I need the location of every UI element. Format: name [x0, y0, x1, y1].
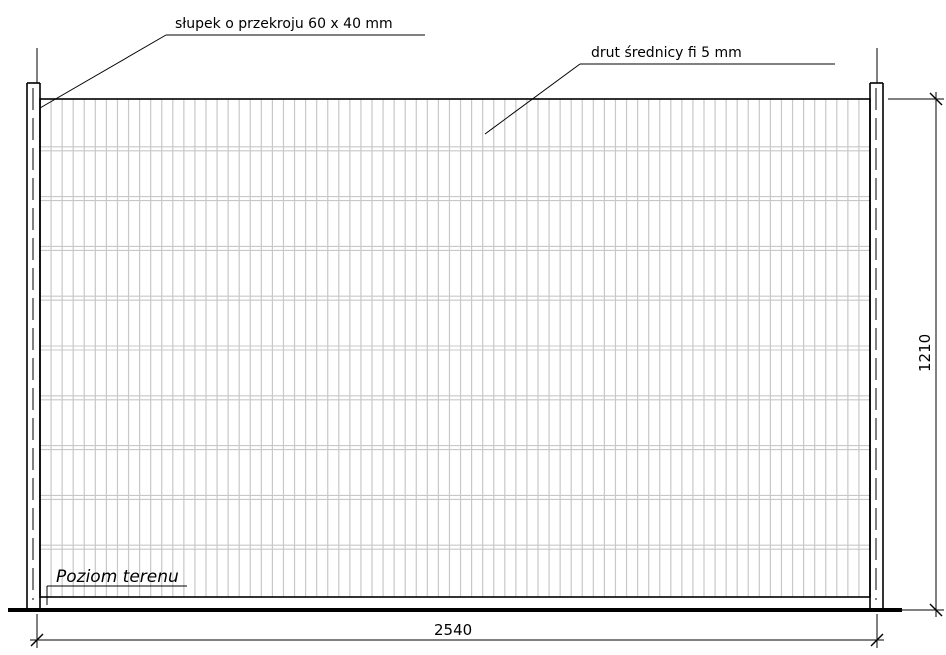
- post-label: słupek o przekroju 60 x 40 mm: [175, 16, 393, 32]
- height-dimension: 1210: [888, 92, 944, 617]
- width-dimension: 2540: [30, 614, 884, 648]
- wire-mesh: [40, 99, 870, 597]
- right-post: [869, 82, 884, 612]
- height-label: 1210: [916, 334, 934, 372]
- panel-frame: [39, 98, 871, 598]
- ground-annotation: Poziom terenu: [46, 567, 187, 605]
- post-annotation: słupek o przekroju 60 x 40 mm: [39, 16, 425, 109]
- ground-level-label: Poziom terenu: [56, 567, 179, 587]
- wire-annotation: drut średnicy fi 5 mm: [484, 45, 835, 135]
- width-label: 2540: [434, 621, 472, 639]
- wire-label: drut średnicy fi 5 mm: [591, 45, 742, 61]
- left-post: [26, 82, 41, 612]
